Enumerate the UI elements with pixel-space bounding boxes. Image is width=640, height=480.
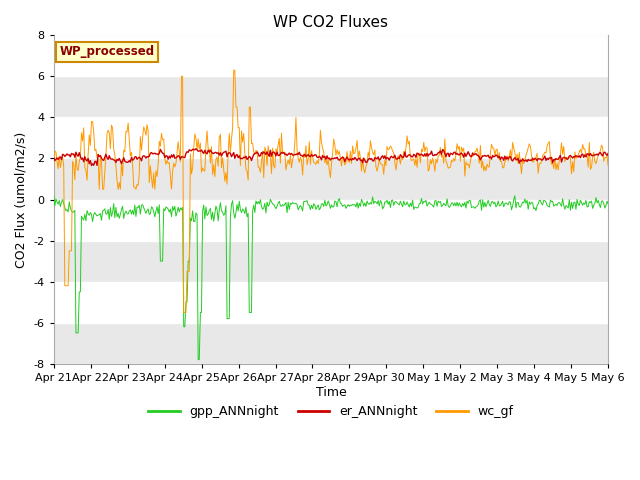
Y-axis label: CO2 Flux (umol/m2/s): CO2 Flux (umol/m2/s) [15, 132, 28, 268]
Text: WP_processed: WP_processed [60, 45, 154, 58]
X-axis label: Time: Time [316, 385, 346, 398]
Legend: gpp_ANNnight, er_ANNnight, wc_gf: gpp_ANNnight, er_ANNnight, wc_gf [143, 400, 518, 423]
Bar [54, 158, 608, 200]
Bar [54, 240, 608, 282]
Bar [54, 76, 608, 118]
Bar [54, 323, 608, 364]
Title: WP CO2 Fluxes: WP CO2 Fluxes [273, 15, 388, 30]
